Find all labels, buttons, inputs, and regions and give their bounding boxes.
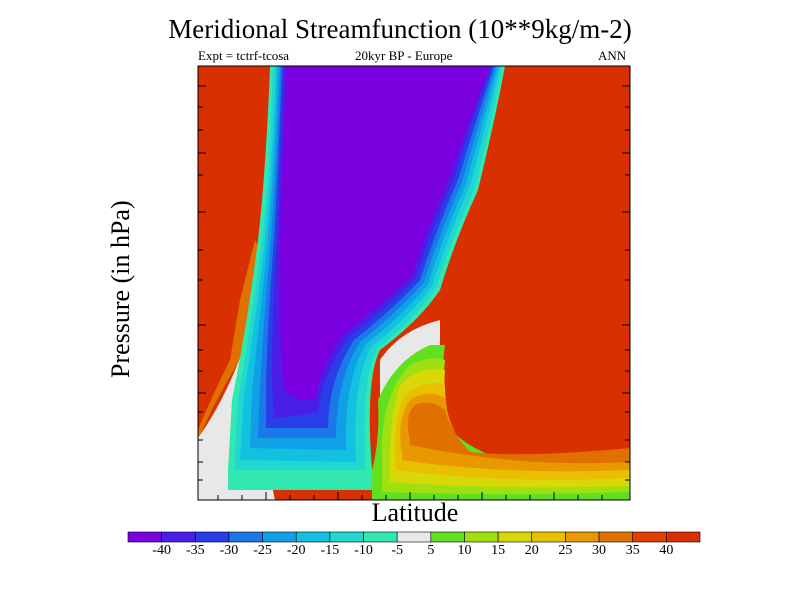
colorbar-tick-label: 35 (625, 543, 640, 558)
colorbar-swatch (430, 531, 465, 543)
colorbar-tick-label: 30 (592, 543, 607, 558)
colorbar-swatch (396, 531, 432, 543)
colorbar-tick-label: -5 (391, 543, 404, 558)
contour-field (198, 66, 630, 500)
colorbar-swatch (565, 531, 600, 543)
colorbar-tick-label: -10 (354, 543, 373, 558)
colorbar-tick-label: -25 (253, 543, 272, 558)
colorbar-tick-label: -30 (219, 543, 239, 558)
colorbar-tick-label: 40 (659, 543, 674, 558)
colorbar-tick-label: -20 (286, 543, 306, 558)
colorbar-swatch (127, 531, 162, 543)
colorbar-tick-label: 10 (457, 543, 472, 558)
x-axis-label: Latitude (371, 498, 459, 527)
colorbar-swatch (464, 531, 499, 543)
colorbar (127, 531, 701, 543)
colorbar-swatch (632, 531, 667, 543)
colorbar-tick-label: 5 (427, 543, 435, 558)
colorbar-swatch (363, 531, 398, 543)
colorbar-swatch (497, 531, 533, 543)
y-ticks (198, 85, 630, 481)
experiment-label: Expt = tctrf-tcosa (198, 48, 290, 63)
colorbar-tick-label: 15 (491, 543, 506, 558)
colorbar-tick-label: 25 (558, 543, 573, 558)
season-label: ANN (598, 48, 627, 63)
band-30-35 (407, 402, 630, 464)
colorbar-swatch (666, 531, 701, 543)
colorbar-swatch (194, 531, 230, 543)
colorbar-swatch (262, 531, 297, 543)
colorbar-tick-label: -15 (320, 543, 340, 558)
band-below-minus40 (279, 66, 490, 400)
x-ticks (217, 492, 603, 500)
colorbar-swatch (329, 531, 364, 543)
period-label: 20kyr BP - Europe (355, 48, 453, 63)
colorbar-tick-label: -35 (185, 543, 205, 558)
plot-frame (197, 65, 631, 501)
colorbar-swatch (161, 531, 196, 543)
colorbar-swatch (531, 531, 566, 543)
south-gradient (198, 240, 260, 440)
colorbar-swatch (598, 531, 634, 543)
colorbar-tick-label: 20 (524, 543, 539, 558)
colorbar-tick-label: -40 (152, 543, 171, 558)
colorbar-swatch (228, 531, 263, 543)
colorbar-swatch (295, 531, 331, 543)
chart-title: Meridional Streamfunction (10**9kg/m-2) (168, 14, 632, 44)
